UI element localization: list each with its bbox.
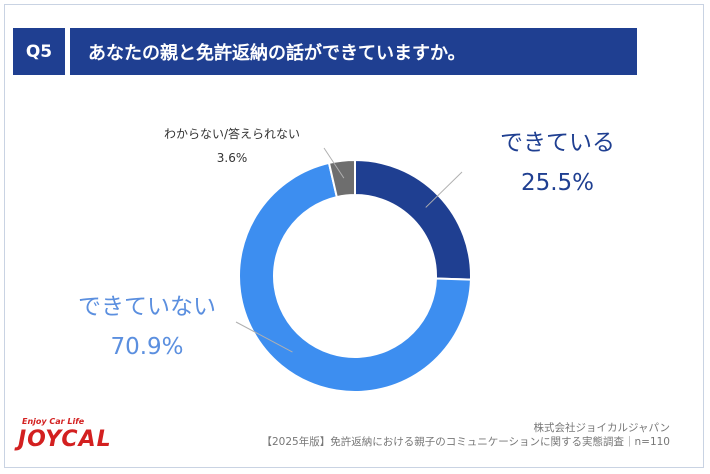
question-header: Q5 あなたの親と免許返納の話ができていますか。 <box>13 28 637 75</box>
footer-source: 株式会社ジョイカルジャパン 【2025年版】免許返納における親子のコミュニケーシ… <box>261 421 670 449</box>
label-unknown-value: 3.6% <box>216 151 248 165</box>
leader-line-unknown <box>323 147 345 179</box>
label-cannot-category: できていない <box>78 294 216 320</box>
logo-wordmark: JOYCAL <box>18 427 112 452</box>
label-cannot-value: 70.9% <box>110 334 184 360</box>
label-can-value: 25.5% <box>520 170 595 196</box>
label-can-category: できている <box>500 130 615 156</box>
question-title: あなたの親と免許返納の話ができていますか。 <box>70 28 637 75</box>
label-can: できている 25.5% <box>500 123 615 203</box>
joycal-logo: Enjoy Car Life JOYCAL <box>12 415 122 455</box>
label-unknown-category: わからない/答えられない <box>164 127 301 141</box>
label-unknown: わからない/答えられない 3.6% <box>164 122 300 170</box>
leader-line-can <box>425 171 463 208</box>
footer-survey: 【2025年版】免許返納における親子のコミュニケーションに関する実態調査｜n=1… <box>261 436 670 448</box>
question-number-badge: Q5 <box>13 28 65 75</box>
slice-can <box>354 158 472 281</box>
logo-tagline: Enjoy Car Life <box>22 417 85 426</box>
label-cannot: できていない 70.9% <box>78 287 216 367</box>
footer-company: 株式会社ジョイカルジャパン <box>533 422 671 434</box>
slice-cannot <box>238 161 472 393</box>
slice-unknown <box>327 158 356 199</box>
leader-line-cannot <box>235 321 293 353</box>
